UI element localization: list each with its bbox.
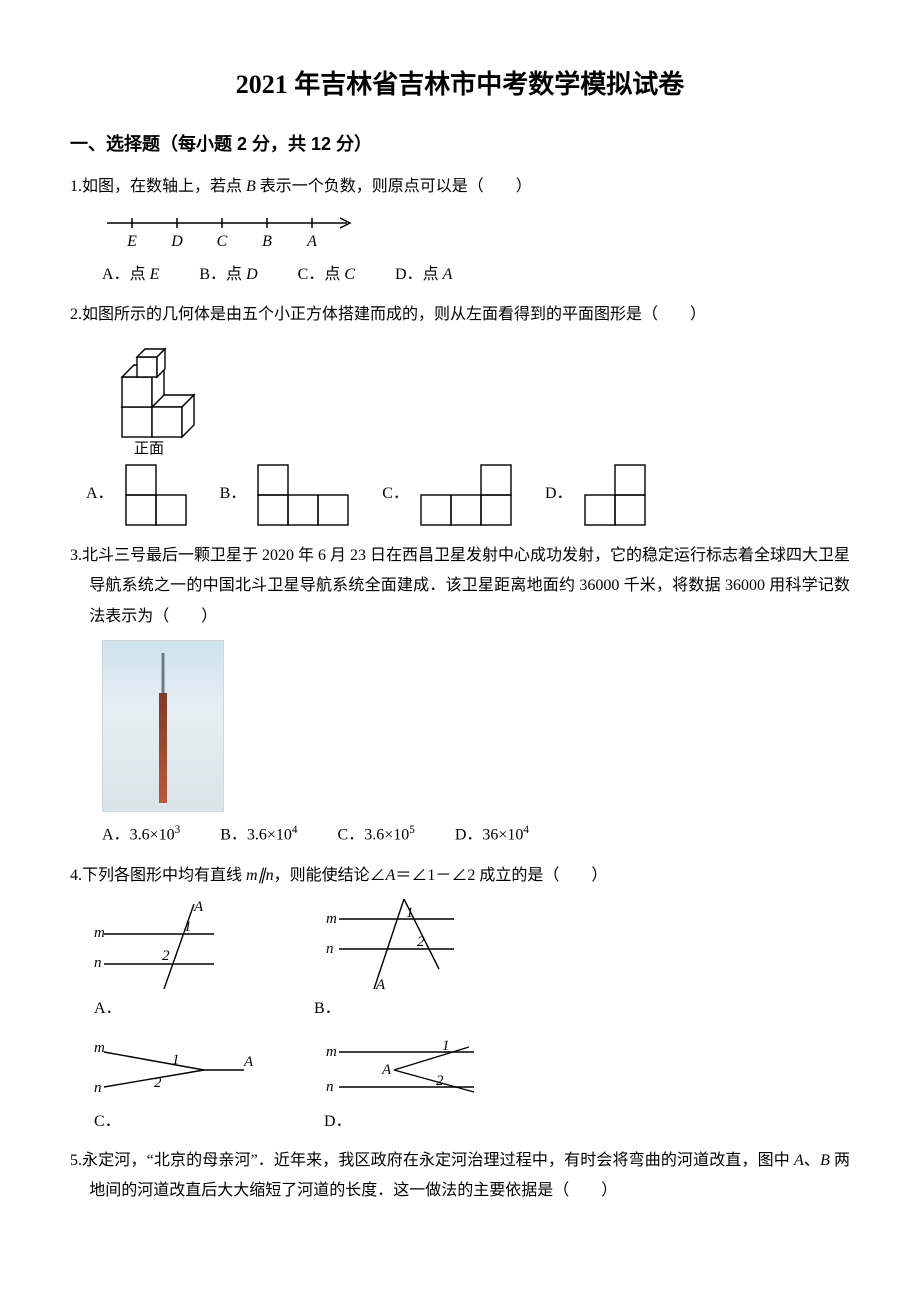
q3-opt-C: C．3.6×105 [338, 820, 415, 851]
question-2: 2.如图所示的几何体是由五个小正方体搭建而成的，则从左面看得到的平面图形是（ ） [70, 300, 850, 526]
q3-opt-B: B．3.6×104 [220, 820, 297, 851]
question-5: 5.永定河，“北京的母亲河”．近年来，我区政府在永定河治理过程中，有时会将弯曲的… [70, 1146, 850, 1207]
q4-row2: m n A 1 2 C． [70, 1032, 850, 1137]
svg-text:n: n [94, 955, 102, 971]
svg-text:A: A [243, 1054, 254, 1070]
q5-stem: 5.永定河，“北京的母亲河”．近年来，我区政府在永定河治理过程中，有时会将弯曲的… [70, 1146, 850, 1207]
page-title: 2021 年吉林省吉林市中考数学模拟试卷 [70, 60, 850, 109]
svg-text:m: m [326, 1044, 337, 1060]
section-heading: 一、选择题（每小题 2 分，共 12 分） [70, 127, 850, 161]
q3-stem: 3.北斗三号最后一颗卫星于 2020 年 6 月 23 日在西昌卫星发射中心成功… [70, 541, 850, 632]
svg-text:1: 1 [184, 919, 192, 935]
svg-text:2: 2 [154, 1075, 162, 1091]
svg-text:2: 2 [436, 1073, 444, 1089]
q1-stem-post: 表示一个负数，则原点可以是（ ） [256, 178, 532, 195]
svg-text:m: m [94, 925, 105, 941]
svg-text:1: 1 [406, 905, 414, 921]
q1-opt-C: C．点 C [298, 260, 355, 290]
q1-options: A．点 E B．点 D C．点 C D．点 A [70, 260, 850, 290]
q1-stem: 1.如图，在数轴上，若点 B 表示一个负数，则原点可以是（ ） [70, 172, 850, 202]
question-3: 3.北斗三号最后一颗卫星于 2020 年 6 月 23 日在西昌卫星发射中心成功… [70, 541, 850, 851]
q2-opt-B: B． [220, 463, 353, 527]
svg-text:m: m [326, 911, 337, 927]
q1-var-B: B [246, 178, 256, 195]
svg-text:n: n [326, 941, 334, 957]
svg-text:A: A [381, 1062, 392, 1078]
svg-text:n: n [94, 1080, 102, 1096]
svg-text:2: 2 [162, 948, 170, 964]
question-4: 4.下列各图形中均有直线 m∥n，则能使结论∠A＝∠1－∠2 成立的是（ ） m… [70, 861, 850, 1138]
svg-text:1: 1 [172, 1052, 180, 1068]
q4-row1: m n A 1 2 A． [70, 899, 850, 1024]
q1-numberline: E D C B A [102, 208, 850, 254]
q4-opt-A: m n A 1 2 A． [94, 899, 254, 1024]
svg-text:A: A [193, 899, 204, 915]
nl-label-C: C [217, 233, 228, 250]
nl-label-A: A [306, 233, 317, 250]
q1-opt-B: B．点 D [199, 260, 257, 290]
q3-options: A．3.6×103 B．3.6×104 C．3.6×105 D．36×104 [70, 820, 850, 851]
svg-text:n: n [326, 1079, 334, 1095]
q2-options: A． B． [70, 463, 850, 527]
q1-stem-pre: 1.如图，在数轴上，若点 [70, 178, 246, 195]
q2-solid: 正面 [102, 337, 850, 457]
q1-opt-D: D．点 A [395, 260, 452, 290]
q4-opt-B: m n A 1 2 B． [314, 899, 474, 1024]
svg-text:A: A [375, 977, 386, 993]
q2-opt-A: A． [86, 463, 190, 527]
q2-stem: 2.如图所示的几何体是由五个小正方体搭建而成的，则从左面看得到的平面图形是（ ） [70, 300, 850, 330]
nl-label-B: B [262, 233, 272, 250]
q2-front-label: 正面 [134, 441, 164, 457]
svg-text:m: m [94, 1040, 105, 1056]
svg-text:2: 2 [417, 934, 425, 950]
nl-label-E: E [126, 233, 137, 250]
q4-opt-D: m n A 1 2 D． [324, 1032, 494, 1137]
question-1: 1.如图，在数轴上，若点 B 表示一个负数，则原点可以是（ ） E D C B … [70, 172, 850, 291]
q1-opt-A: A．点 E [102, 260, 159, 290]
q3-opt-A: A．3.6×103 [102, 820, 180, 851]
q3-rocket-photo [102, 640, 224, 812]
q3-opt-D: D．36×104 [455, 820, 529, 851]
q4-opt-C: m n A 1 2 C． [94, 1032, 264, 1137]
svg-text:1: 1 [442, 1038, 450, 1054]
q4-stem: 4.下列各图形中均有直线 m∥n，则能使结论∠A＝∠1－∠2 成立的是（ ） [70, 861, 850, 891]
nl-label-D: D [170, 233, 183, 250]
q2-opt-C: C． [382, 463, 515, 527]
q2-opt-D: D． [545, 463, 649, 527]
